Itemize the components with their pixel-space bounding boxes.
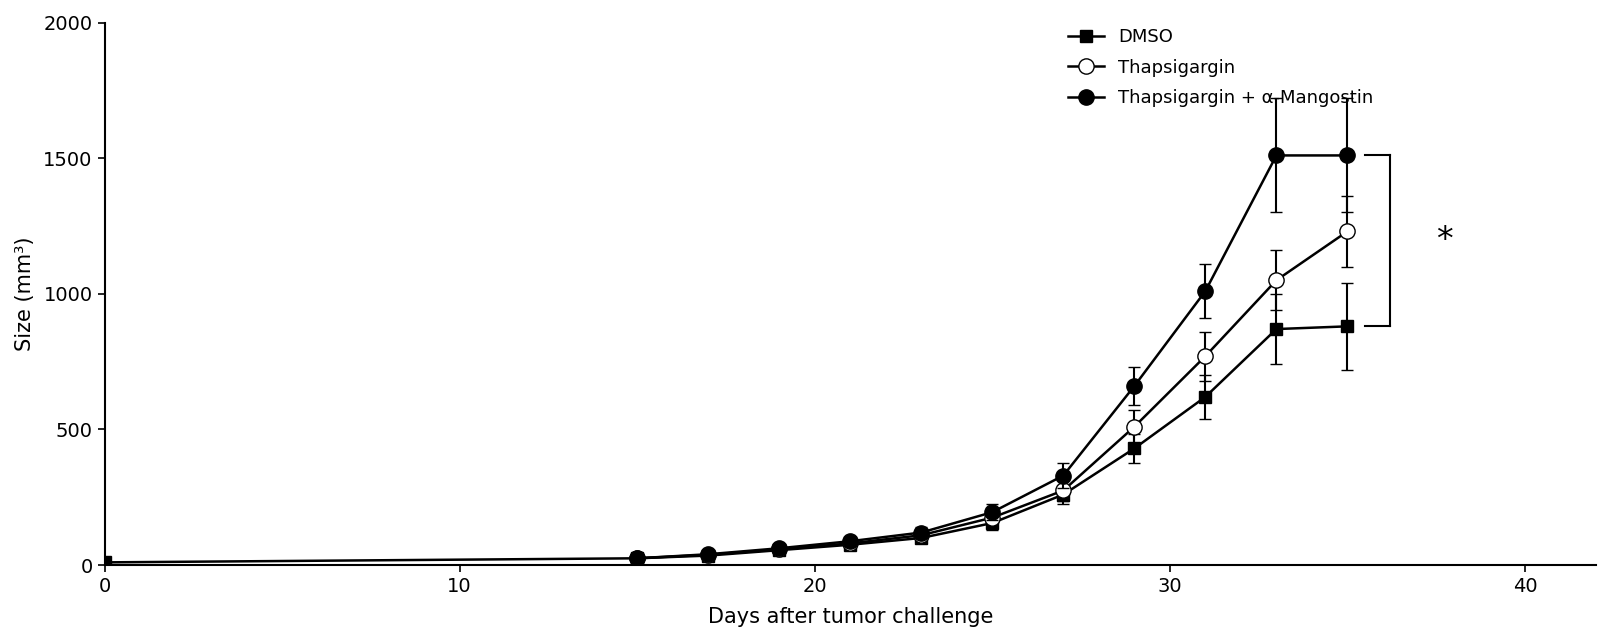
Legend: DMSO, Thapsigargin, Thapsigargin + α-Mangostin: DMSO, Thapsigargin, Thapsigargin + α-Man… (1060, 21, 1381, 114)
X-axis label: Days after tumor challenge: Days after tumor challenge (707, 607, 992, 627)
Text: *: * (1435, 225, 1453, 257)
Y-axis label: Size (mm³): Size (mm³) (14, 236, 35, 351)
